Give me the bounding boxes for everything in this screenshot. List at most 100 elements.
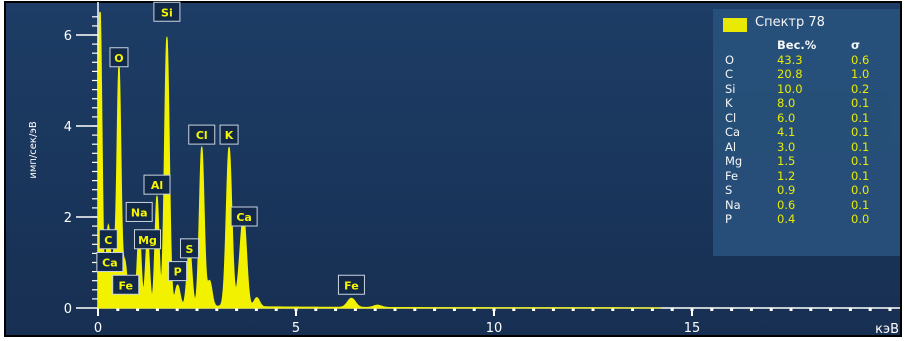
header-weight-percent: Вес.%: [777, 38, 817, 52]
weight-percent-cell: 8.0: [777, 96, 796, 110]
peak-label-text: S: [186, 243, 194, 256]
table-row: Mg 1.5 0.1: [725, 154, 891, 169]
y-tick-label: 2: [64, 211, 72, 226]
peak-label-text: O: [114, 52, 123, 65]
peak-label-text: Ca: [236, 211, 252, 224]
peak-label-box: [188, 124, 216, 145]
weight-percent-cell: 1.5: [777, 154, 796, 168]
table-row: Cl 6.0 0.1: [725, 111, 891, 126]
peak-label: K: [219, 124, 239, 145]
element-cell: Si: [725, 81, 736, 96]
peak-label: Al: [143, 174, 171, 195]
peak-label-box: [230, 206, 258, 227]
table-header-row: Вес.% σ: [725, 38, 891, 53]
table-row: K 8.0 0.1: [725, 96, 891, 111]
peak-label: Ca: [230, 206, 258, 227]
header-element: [725, 38, 777, 53]
peak-label-text: Cl: [196, 129, 208, 142]
header-sigma: σ: [851, 38, 860, 52]
sigma-cell: 0.1: [851, 197, 870, 212]
peak-labels: Si O Cl K Al Na Ca Mg C S Ca P Fe Fe: [96, 1, 365, 295]
peak-label-text: Mg: [138, 234, 157, 247]
peak-label-text: Fe: [118, 279, 133, 292]
peak-label-box: [98, 229, 118, 250]
peak-label-box: [96, 252, 124, 272]
element-cell: Fe: [725, 168, 739, 183]
sigma-cell: 0.0: [851, 183, 870, 197]
spectrum-line: [97, 11, 661, 309]
peak-label-box: [109, 47, 129, 68]
y-tick-label: 0: [64, 302, 72, 317]
element-cell: Ca: [725, 125, 741, 139]
peak-label: Cl: [188, 124, 216, 145]
legend-panel: Спектр 78 Вес.% σ O 43.3 0.6 C 20.8 1.0 Si 10.0…: [713, 9, 900, 256]
table-row: Na 0.6 0.1: [725, 198, 891, 213]
element-cell: O: [725, 52, 735, 67]
sigma-cell: 1.0: [851, 67, 870, 81]
sigma-cell: 0.1: [851, 125, 870, 139]
weight-percent-cell: 0.4: [777, 212, 796, 226]
peak-label: Ca: [96, 252, 124, 272]
sigma-cell: 0.6: [851, 52, 870, 67]
y-tick-label: 6: [64, 29, 72, 44]
x-tick-label: 15: [684, 321, 701, 336]
sigma-cell: 0.1: [851, 168, 870, 183]
element-cell: P: [725, 212, 732, 226]
peak-label-box: [125, 201, 153, 222]
y-axis-label: имп/сек/эВ: [28, 121, 39, 178]
weight-percent-cell: 4.1: [777, 125, 796, 139]
element-cell: K: [725, 96, 733, 110]
peak-label: Fe: [112, 274, 140, 295]
element-cell: S: [725, 183, 733, 197]
sigma-cell: 0.1: [851, 96, 870, 110]
peak-label-box: [112, 274, 140, 295]
peak-label: S: [179, 238, 199, 259]
element-cell: Al: [725, 139, 737, 154]
table-row: Fe 1.2 0.1: [725, 169, 891, 184]
peak-label: P: [168, 261, 188, 282]
peak-label-text: Fe: [344, 279, 359, 292]
peak-label-box: [143, 174, 171, 195]
x-tick-label: 10: [486, 321, 503, 336]
peak-label: O: [109, 47, 129, 68]
peak-label-box: [337, 274, 365, 295]
sigma-cell: 0.1: [851, 154, 870, 168]
peak-label: Si: [153, 1, 181, 22]
peak-label-text: C: [104, 234, 112, 247]
table-row: Al 3.0 0.1: [725, 140, 891, 155]
peak-label-text: Al: [151, 179, 163, 192]
sigma-cell: 0.1: [851, 139, 870, 154]
peak-label-box: [153, 1, 181, 22]
peak-label-text: Ca: [102, 257, 118, 270]
x-axis-label: кэВ: [875, 322, 899, 337]
x-tick-label: 5: [292, 321, 300, 336]
weight-percent-cell: 10.0: [777, 81, 803, 96]
weight-percent-cell: 0.9: [777, 183, 796, 197]
element-cell: Na: [725, 197, 741, 212]
peak-label-text: Si: [161, 6, 173, 19]
weight-percent-cell: 20.8: [777, 67, 803, 81]
peak-label: C: [98, 229, 118, 250]
weight-percent-cell: 6.0: [777, 110, 796, 125]
peak-label: Mg: [134, 229, 161, 250]
element-cell: Mg: [725, 154, 743, 168]
peak-label-box: [168, 261, 188, 282]
table-row: C 20.8 1.0: [725, 67, 891, 82]
weight-percent-cell: 1.2: [777, 168, 796, 183]
weight-percent-cell: 43.3: [777, 52, 803, 67]
element-cell: Cl: [725, 110, 737, 125]
weight-percent-cell: 3.0: [777, 139, 796, 154]
element-cell: C: [725, 67, 734, 81]
legend-swatch: [723, 18, 747, 32]
weight-percent-cell: 0.6: [777, 197, 796, 212]
table-row: P 0.4 0.0: [725, 212, 891, 227]
legend-spectrum-name: Спектр 78: [755, 15, 825, 30]
table-row: S 0.9 0.0: [725, 183, 891, 198]
peak-label-box: [179, 238, 199, 259]
composition-table: Вес.% σ O 43.3 0.6 C 20.8 1.0 Si 10.0 0.2 K 8.0 0.1…: [725, 38, 891, 227]
peak-label: Na: [125, 201, 153, 222]
peak-label-text: P: [174, 266, 182, 279]
peak-label-text: K: [225, 129, 234, 142]
sigma-cell: 0.1: [851, 110, 870, 125]
peak-label-text: Na: [131, 206, 148, 219]
